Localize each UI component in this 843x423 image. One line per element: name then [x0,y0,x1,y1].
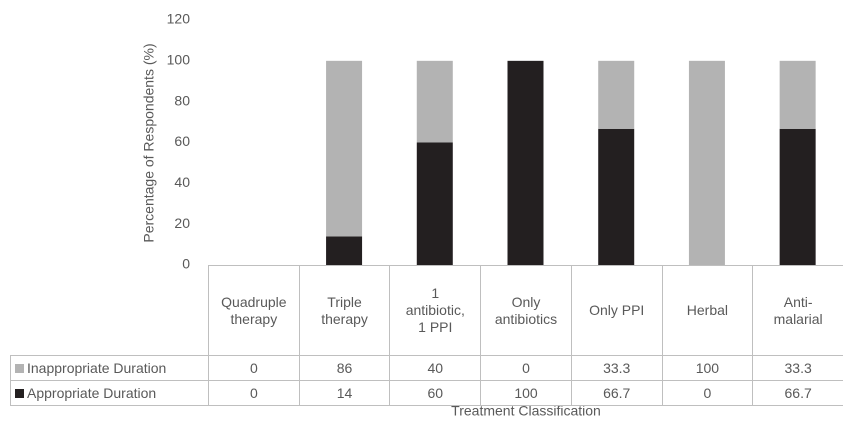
y-tick-label: 40 [174,174,190,190]
table-value: 86 [298,355,391,381]
table-value: 14 [298,380,391,406]
y-tick-label: 60 [174,133,190,149]
y-tick-label: 120 [167,11,191,27]
category-label: Only PPI [570,265,663,356]
bar-segment [416,142,453,265]
table-value: 100 [661,355,754,381]
bar-segment [326,60,363,237]
legend-entry: Inappropriate Duration [10,355,209,381]
category-label: Herbal [661,265,754,356]
y-tick-label: 80 [174,92,190,108]
category-label: Triple therapy [298,265,391,356]
table-value: 0 [661,380,754,406]
legend-entry: Appropriate Duration [10,380,209,406]
category-label: 1 antibiotic, 1 PPI [389,265,482,356]
legend-key [15,388,24,398]
bar-segment [688,60,725,266]
y-tick-label: 0 [182,256,190,272]
category-label: Quadruple therapy [208,265,300,356]
table-value: 0 [208,355,300,381]
table-value: 33.3 [570,355,663,381]
table-value: 100 [480,380,572,406]
table-value: 60 [389,380,482,406]
bar-segment [326,236,363,265]
table-value: 66.7 [570,380,663,406]
category-label: Only antibiotics [480,265,572,356]
y-axis-title: Percentage of Respondents (%) [141,43,157,242]
bar-segment [507,60,544,266]
legend-label: Inappropriate Duration [27,359,167,376]
table-value: 33.3 [752,355,843,381]
bar-segment [416,60,453,143]
x-axis-title: Treatment Classification [451,403,601,419]
y-tick-label: 20 [174,215,190,231]
y-tick-label: 100 [167,52,191,68]
table-value: 0 [208,380,300,406]
legend-key [15,363,24,373]
bar-segment [598,128,635,265]
legend-label: Appropriate Duration [27,384,157,401]
table-value: 0 [480,355,572,381]
category-label: Anti-malarial [752,265,843,356]
table-value: 40 [389,355,482,381]
bar-segment [598,60,635,129]
bar-segment [779,128,816,265]
bar-segment [779,60,816,129]
table-value: 66.7 [752,380,843,406]
